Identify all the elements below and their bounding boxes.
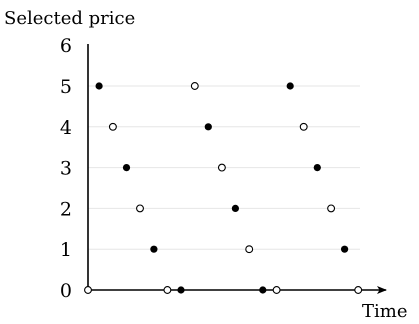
open-point-8 xyxy=(299,122,308,131)
y-tick-label-3: 3 xyxy=(60,158,72,180)
filled-point-7 xyxy=(286,82,294,90)
y-tick-label-0: 0 xyxy=(60,280,72,302)
open-point-7 xyxy=(272,286,281,294)
filled-point-9 xyxy=(341,245,349,253)
filled-point-3 xyxy=(177,286,185,294)
filled-point-8 xyxy=(313,164,321,172)
filled-point-4 xyxy=(204,123,212,131)
x-axis-label: Time xyxy=(362,301,407,322)
open-point-6 xyxy=(245,245,254,254)
filled-point-2 xyxy=(150,245,158,253)
open-point-0 xyxy=(84,286,92,294)
y-axis-label: Selected price xyxy=(4,8,135,29)
y-tick-label-1: 1 xyxy=(60,239,72,261)
axes xyxy=(87,44,387,294)
y-tick-label-2: 2 xyxy=(60,198,72,220)
y-tick-label-5: 5 xyxy=(60,76,72,98)
open-point-10 xyxy=(354,286,363,294)
y-tick-label-6: 6 xyxy=(60,35,72,57)
filled-point-0 xyxy=(95,82,103,90)
data-points xyxy=(84,82,363,294)
open-point-1 xyxy=(108,122,117,131)
open-point-9 xyxy=(327,204,336,213)
filled-point-1 xyxy=(122,164,131,172)
open-point-3 xyxy=(163,286,172,294)
y-tick-label-4: 4 xyxy=(60,117,72,139)
y-tick-labels: 0 1 2 3 4 5 6 xyxy=(60,35,72,302)
open-point-5 xyxy=(217,163,226,172)
open-point-2 xyxy=(136,204,144,213)
filled-point-6 xyxy=(259,286,267,294)
open-point-4 xyxy=(190,82,199,90)
filled-point-5 xyxy=(231,204,239,212)
